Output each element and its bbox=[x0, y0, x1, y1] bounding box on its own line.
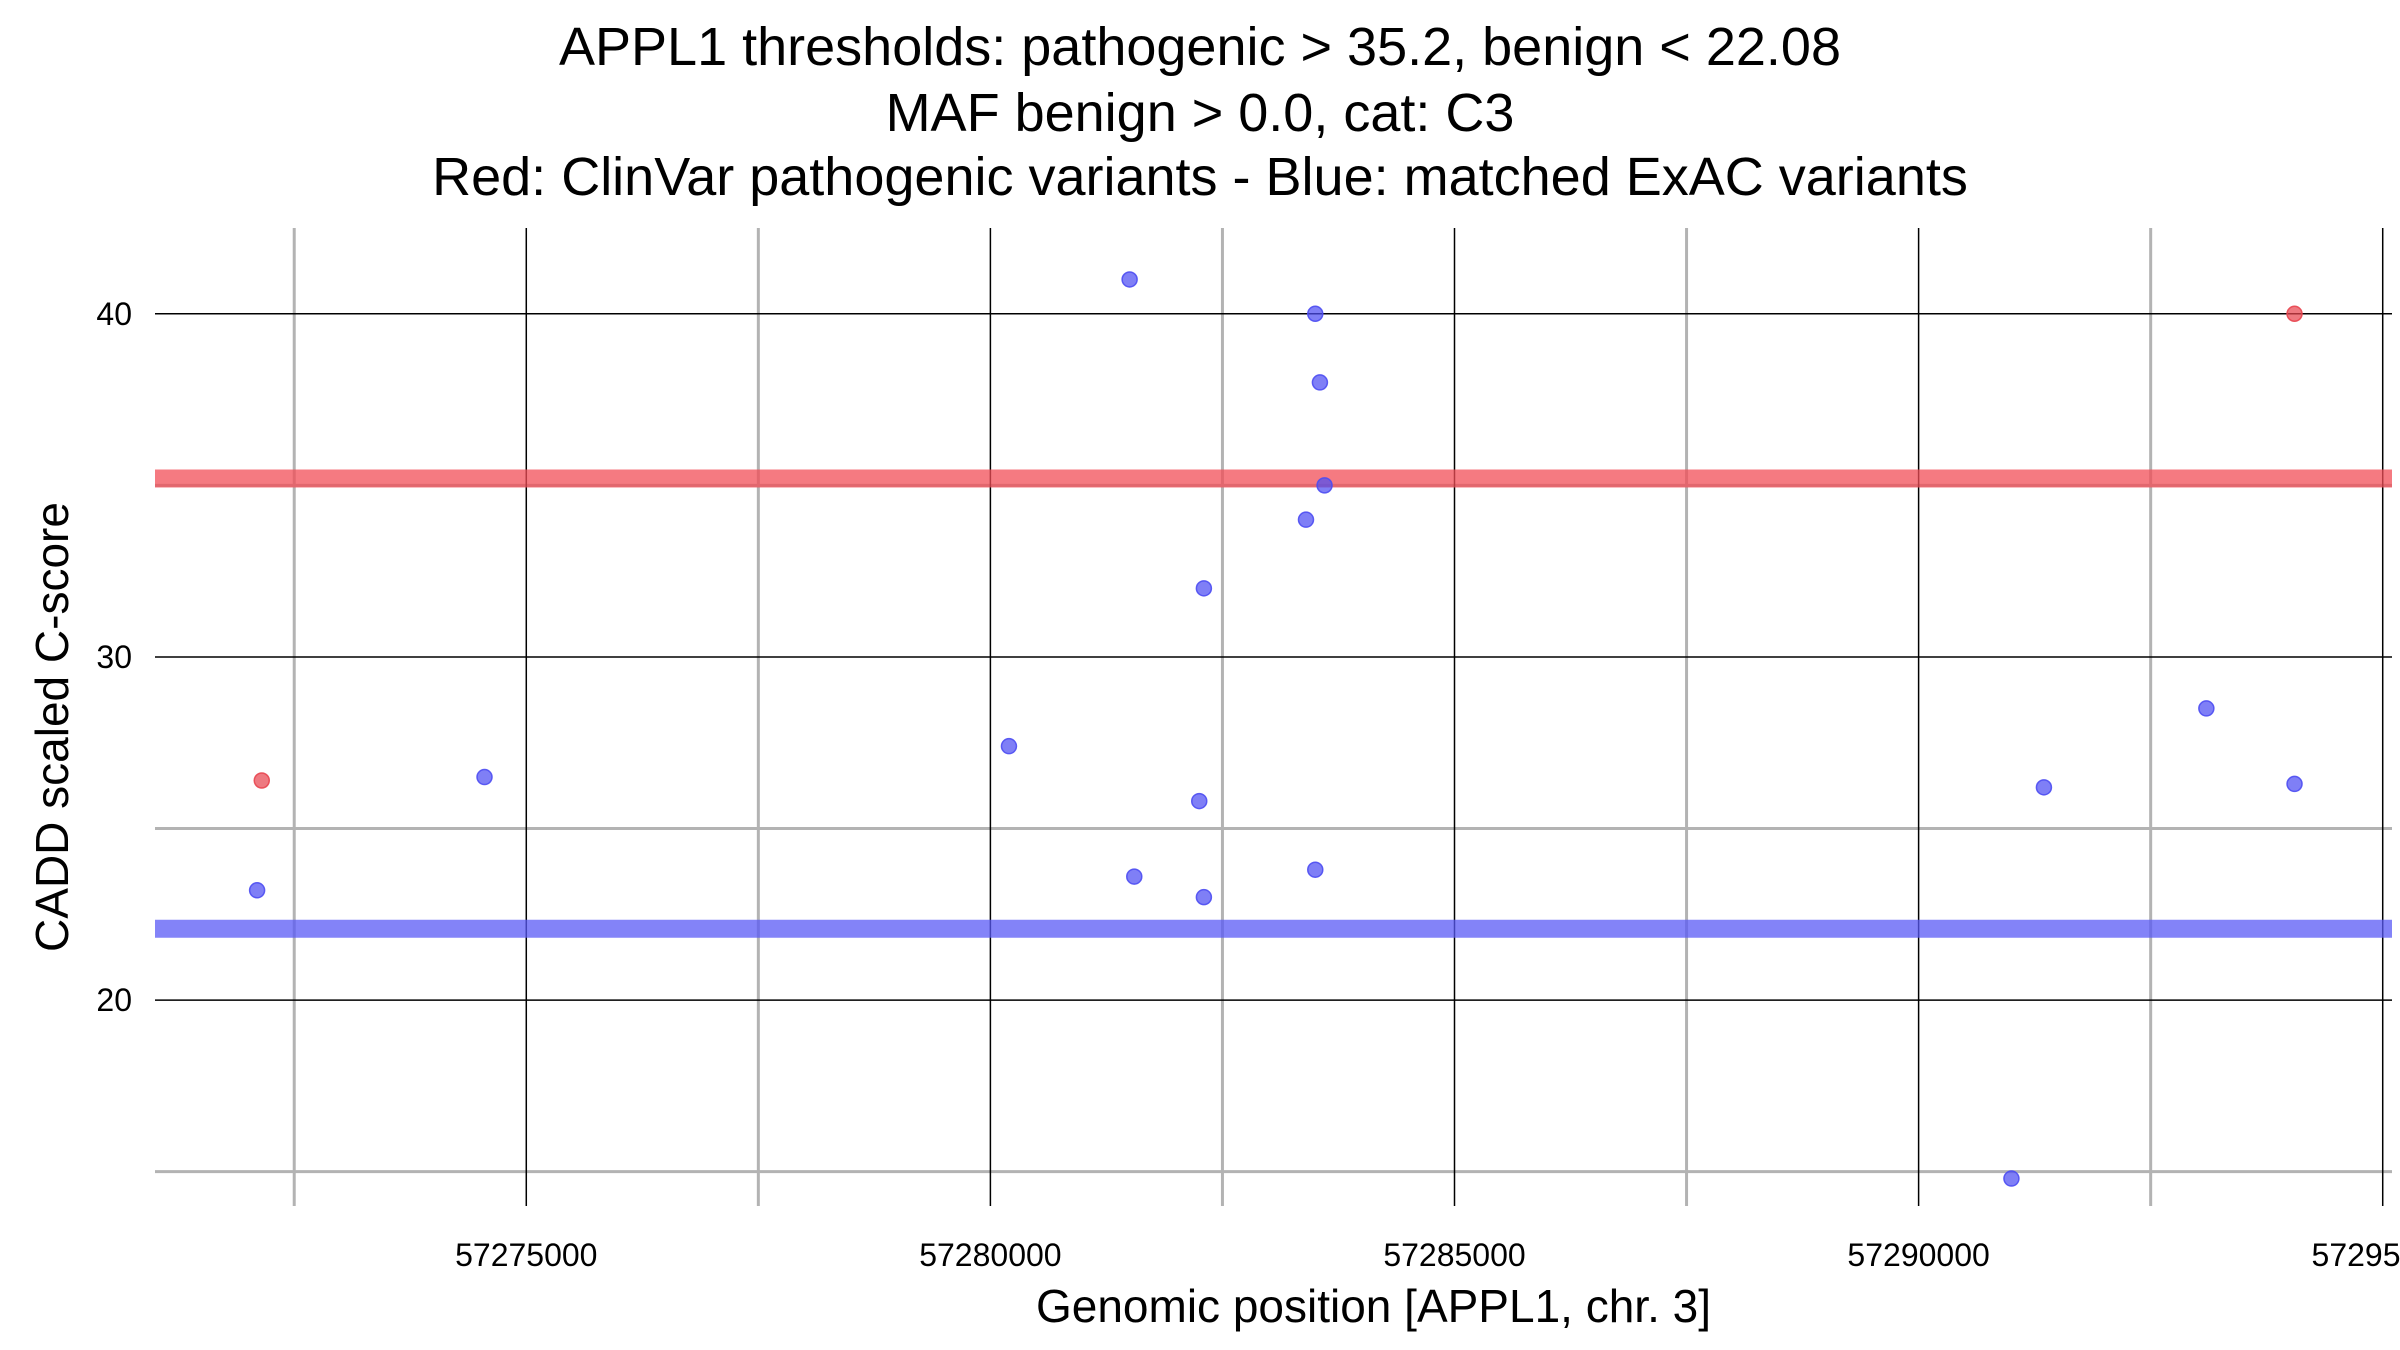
exac-variant-point bbox=[1311, 374, 1329, 391]
exac-variant-point bbox=[476, 768, 493, 786]
exac-variant-point bbox=[2035, 779, 2053, 796]
exac-variant-point bbox=[1307, 861, 1324, 878]
clinvar-pathogenic-point bbox=[2286, 305, 2303, 323]
exac-variant-point bbox=[1190, 792, 1208, 810]
threshold-lines bbox=[155, 469, 2392, 938]
x-axis-tick-labels: 57275000 57280000 57285000 57290000 57295000 bbox=[455, 1237, 2400, 1273]
x-tick-label: 57285000 bbox=[1383, 1237, 1525, 1273]
y-axis-label: CADD scaled C-score bbox=[26, 502, 78, 952]
exac-variant-point bbox=[1195, 580, 1213, 597]
y-tick-label: 30 bbox=[96, 639, 132, 675]
clinvar-pathogenic-point bbox=[253, 772, 270, 789]
chart-title-line-2: MAF benign > 0.0, cat: C3 bbox=[885, 83, 1515, 143]
exac-variant-point bbox=[2003, 1170, 2020, 1187]
minor-gridlines bbox=[155, 228, 2392, 1206]
y-tick-label: 40 bbox=[96, 296, 132, 332]
exac-variant-point bbox=[1000, 737, 1018, 755]
exac-variant-point bbox=[2286, 775, 2303, 793]
exac-variant-point bbox=[1195, 888, 1213, 906]
exac-variant-point bbox=[2198, 700, 2215, 717]
x-tick-label: 57275000 bbox=[455, 1237, 597, 1273]
y-axis-tick-labels: 20 30 40 bbox=[96, 296, 132, 1018]
major-gridlines bbox=[155, 228, 2392, 1206]
x-tick-label: 57295000 bbox=[2312, 1237, 2400, 1273]
chart-title-line-1: APPL1 thresholds: pathogenic > 35.2, ben… bbox=[559, 17, 1841, 77]
exac-variant-point bbox=[1126, 868, 1143, 885]
exac-variant-point bbox=[1307, 305, 1324, 323]
exac-variant-point bbox=[1297, 511, 1315, 528]
x-tick-label: 57290000 bbox=[1847, 1237, 1989, 1273]
y-tick-label: 20 bbox=[96, 982, 132, 1018]
data-points bbox=[248, 271, 2303, 1187]
x-tick-label: 57280000 bbox=[919, 1237, 1061, 1273]
exac-variant-point bbox=[1316, 477, 1333, 494]
exac-variant-point bbox=[1121, 271, 1138, 288]
x-axis-label: Genomic position [APPL1, chr. 3] bbox=[1036, 1280, 1711, 1332]
chart-title-line-3: Red: ClinVar pathogenic variants - Blue:… bbox=[432, 147, 1968, 207]
exac-variant-point bbox=[248, 882, 266, 899]
